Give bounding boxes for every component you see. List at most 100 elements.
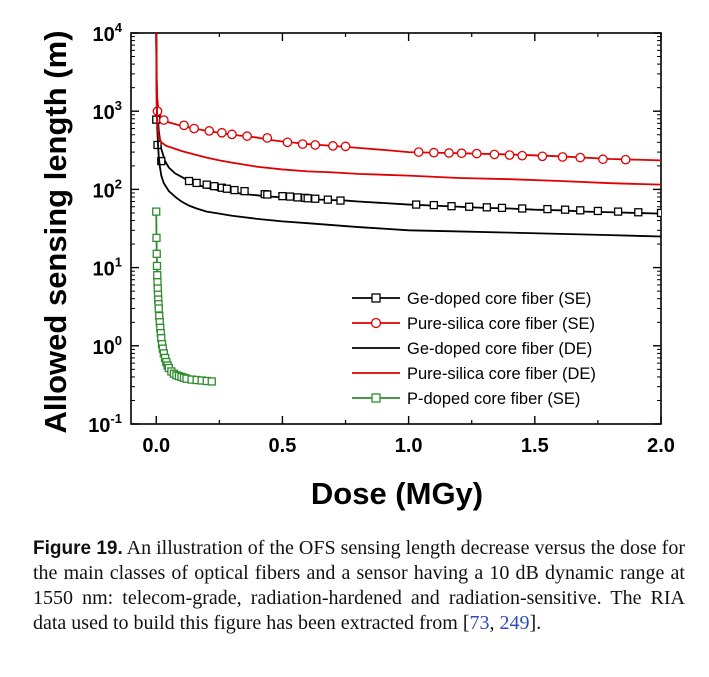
- y-axis-label: Allowed sensing length (m): [38, 30, 73, 433]
- legend-entry-label: Pure-silica core fiber (DE): [407, 365, 596, 383]
- legend-entry-label: Ge-doped core fiber (SE): [407, 290, 591, 308]
- series-silica-se-marker: [598, 154, 608, 165]
- series-group: [152, 33, 661, 165]
- series-ge-se-marker: [497, 203, 507, 213]
- series-ge-se-marker: [447, 202, 456, 211]
- caption-text-end: ].: [529, 612, 542, 634]
- series-silica-se-marker: [471, 148, 482, 159]
- series-p-se-marker: [154, 304, 163, 313]
- x-tick-label: 2.0: [647, 435, 675, 457]
- series-p-se-marker: [152, 233, 161, 243]
- series-silica-se-marker: [620, 154, 631, 165]
- series-ge-se-marker: [613, 207, 623, 216]
- y-tick-label: 10-1: [88, 411, 122, 437]
- legend-swatch-marker: [370, 317, 382, 329]
- series-silica-se-marker: [242, 131, 252, 141]
- series-group: [152, 207, 216, 386]
- series-silica-se-marker: [310, 140, 321, 150]
- series-ge-se-marker: [184, 176, 194, 186]
- x-axis-label: Dose (MGy): [311, 476, 483, 511]
- x-tick-label: 0.0: [142, 435, 170, 457]
- series-ge-se-marker: [293, 193, 302, 202]
- series-ge-de-line: [155, 33, 661, 238]
- series-silica-se-marker: [557, 152, 568, 162]
- series-ge-se-marker: [593, 206, 603, 216]
- series-p-se-marker: [153, 271, 162, 280]
- citation-link[interactable]: 73: [469, 612, 490, 634]
- series-ge-se-marker: [634, 208, 643, 217]
- series-silica-se-marker: [297, 139, 308, 149]
- series-silica-se-marker: [537, 151, 548, 162]
- plot-area: 0.0 0.5 1.0 1.5 2.0 10-1 100 101 102 103 104 Ge-dop…: [88, 20, 675, 457]
- line-chart: Allowed sensing length (m) Dose (MGy) 0.…: [38, 20, 675, 511]
- legend-entry-label: Pure-silica core fiber (SE): [407, 315, 595, 333]
- series-ge-se-marker: [543, 204, 552, 214]
- series-ge-se-marker: [482, 203, 492, 212]
- series-silica-se-marker: [179, 120, 189, 131]
- series-silica-se-marker: [413, 147, 424, 157]
- series-group: [155, 33, 661, 186]
- series-ge-se-marker: [230, 185, 239, 195]
- x-tick-label: 0.5: [269, 435, 297, 457]
- series-ge-se-marker: [560, 205, 570, 214]
- series-ge-se-marker: [222, 184, 232, 193]
- series-ge-se-marker: [278, 191, 287, 201]
- series-silica-se-marker: [217, 127, 227, 138]
- series-silica-se-marker: [517, 150, 528, 161]
- series-silica-se-marker: [262, 133, 273, 143]
- series-ge-se-marker: [429, 200, 439, 210]
- y-tick-label: 100: [93, 333, 122, 359]
- y-tick-label: 101: [93, 255, 122, 281]
- series-silica-se-marker: [227, 129, 237, 140]
- figure-caption: Figure 19. An illustration of the OFS se…: [33, 536, 685, 636]
- y-tick-label: 102: [93, 176, 122, 202]
- series-silica-se-marker: [340, 141, 351, 152]
- series-ge-se-marker: [157, 156, 166, 166]
- citation-link[interactable]: 249: [499, 612, 530, 634]
- series-ge-se-marker: [240, 186, 249, 196]
- series-silica-se-marker: [282, 137, 293, 148]
- series-ge-se-marker: [518, 204, 527, 213]
- series-silica-se-line: [155, 33, 661, 162]
- caption-separator: ,: [489, 612, 500, 634]
- series-ge-se-marker: [465, 202, 474, 211]
- series-ge-se-marker: [202, 180, 211, 189]
- series-silica-se-marker: [429, 147, 439, 158]
- series-ge-se-marker: [323, 195, 333, 204]
- series-ge-se-marker: [576, 206, 585, 215]
- series-silica-se-marker: [444, 148, 454, 158]
- series-ge-se-marker: [412, 200, 421, 209]
- legend-swatch-marker: [371, 393, 381, 403]
- series-p-se-marker: [207, 377, 216, 386]
- series-ge-se-marker: [311, 194, 320, 203]
- series-silica-se-marker: [456, 148, 467, 159]
- series-p-se-marker: [152, 249, 161, 258]
- series-ge-se-marker: [192, 178, 201, 188]
- plot-frame: [130, 32, 662, 425]
- series-silica-se-marker: [189, 123, 199, 134]
- series-silica-se-marker: [489, 149, 500, 160]
- series-silica-se-marker: [328, 141, 338, 151]
- series-ge-se-marker: [656, 208, 661, 218]
- series-ge-se-marker: [263, 190, 272, 199]
- series-ge-se-marker: [336, 196, 345, 205]
- x-tick-label: 1.5: [521, 435, 549, 457]
- series-ge-se-marker: [210, 182, 219, 191]
- series-silica-se-marker: [504, 150, 515, 160]
- series-silica-se-marker: [158, 115, 169, 125]
- y-tick-label: 103: [93, 98, 122, 124]
- series-ge-se-marker: [285, 192, 295, 201]
- caption-text: An illustration of the OFS sensing lengt…: [33, 537, 686, 634]
- series-ge-se-marker: [303, 194, 312, 203]
- series-silica-de-line: [155, 33, 661, 186]
- legend-entry-label: Ge-doped core fiber (DE): [407, 340, 592, 358]
- series-group: [152, 33, 661, 218]
- series-group: [155, 33, 661, 238]
- series-silica-se-marker: [204, 126, 215, 136]
- legend-swatch-marker: [371, 293, 381, 303]
- legend-entry-label: P-doped core fiber (SE): [407, 390, 580, 408]
- y-tick-label: 104: [93, 20, 123, 46]
- x-tick-label: 1.0: [395, 435, 423, 457]
- series-silica-se-marker: [575, 152, 586, 163]
- caption-label: Figure 19.: [33, 538, 123, 559]
